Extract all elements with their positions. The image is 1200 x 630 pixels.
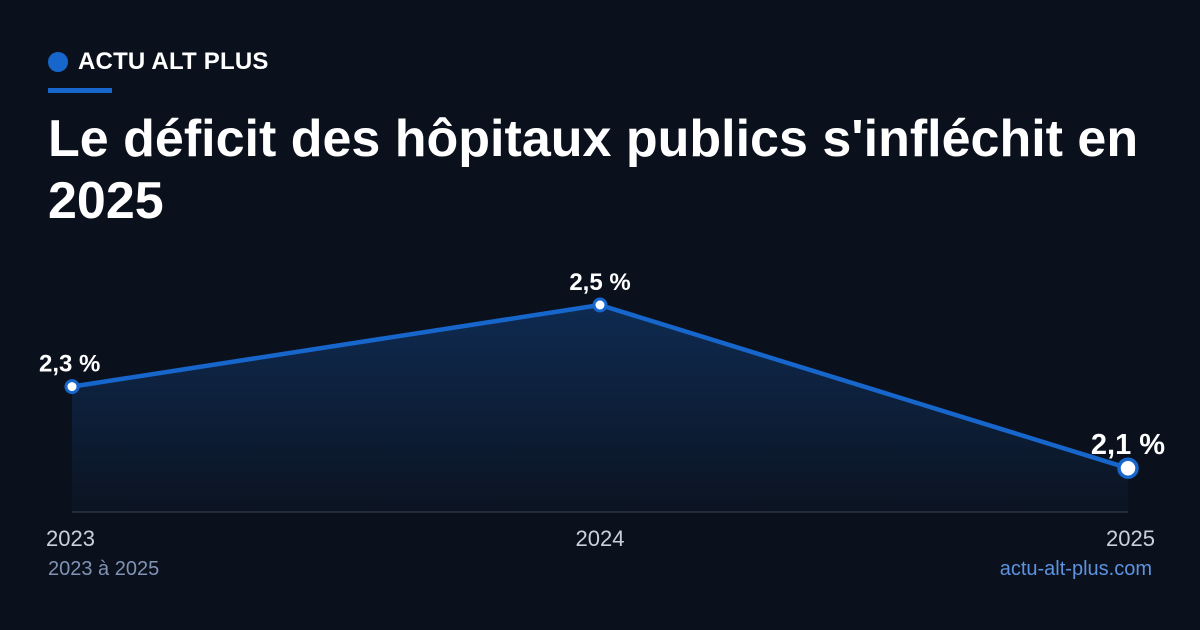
x-tick-labels: 2023 2024 2025 bbox=[46, 526, 1155, 551]
x-tick-2023: 2023 bbox=[46, 526, 95, 551]
data-label-2023: 2,3 % bbox=[39, 351, 100, 378]
footer-period: 2023 à 2025 bbox=[48, 558, 160, 580]
footer-source[interactable]: actu-alt-plus.com bbox=[999, 558, 1152, 580]
brand-underline bbox=[48, 88, 112, 93]
x-tick-2025: 2025 bbox=[1106, 526, 1155, 551]
x-tick-2024: 2024 bbox=[576, 526, 625, 551]
data-label-2024: 2,5 % bbox=[569, 269, 630, 296]
area-fill bbox=[72, 305, 1128, 512]
data-point-2023 bbox=[64, 379, 80, 395]
data-labels: 2,3 % 2,5 % 2,1 % bbox=[39, 269, 1165, 461]
data-label-2025: 2,1 % bbox=[1091, 429, 1165, 461]
brand-dot-icon bbox=[48, 52, 68, 72]
brand-name: ACTU ALT PLUS bbox=[78, 48, 269, 75]
data-point-2025 bbox=[1117, 457, 1139, 479]
data-point-2024 bbox=[592, 297, 608, 313]
data-points bbox=[64, 297, 1139, 479]
headline: Le déficit des hôpitaux publics s'infléc… bbox=[48, 110, 1139, 230]
brand: ACTU ALT PLUS bbox=[48, 48, 269, 76]
